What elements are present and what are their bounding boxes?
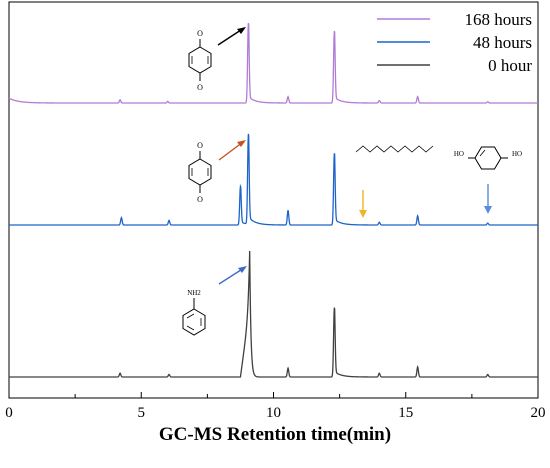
hydroquinone-oh-label: HO (454, 150, 464, 158)
quinone-o-label: O (197, 141, 203, 150)
series-line-1 (9, 133, 538, 226)
annotation-arrowhead-168h (237, 27, 246, 34)
annotation-arrow-0h-aniline (218, 267, 245, 285)
hydroquinone-structure: HO HO (454, 146, 522, 170)
annotation-arrow-48h-quinone (218, 141, 244, 161)
quinone-o-label: O (197, 195, 203, 204)
quinone-o-label: O (197, 83, 203, 92)
x-tick-label: 5 (138, 405, 146, 421)
x-tick-label: 20 (531, 405, 546, 421)
x-axis-tick-labels: 0 5 10 15 20 (5, 405, 545, 421)
annotation-arrowhead-48h-quinone (237, 140, 246, 147)
annotation-arrowhead-48h-alkane (359, 210, 367, 218)
series-line-2 (9, 250, 538, 378)
legend-label: 0 hour (488, 56, 532, 75)
benzoquinone-structure-168h: O O (188, 29, 212, 92)
x-tick-label: 0 (5, 405, 13, 421)
benzoquinone-structure-48h: O O (188, 141, 212, 204)
alkane-chain-structure (355, 145, 434, 153)
x-tick-label: 15 (398, 405, 413, 421)
x-tick-label: 10 (266, 405, 281, 421)
hydroquinone-oh-label: HO (512, 150, 522, 158)
legend: 168 hours 48 hours 0 hour (377, 10, 532, 75)
aniline-nh2-label: NH2 (187, 289, 201, 297)
aniline-structure: NH2 (182, 289, 206, 336)
annotation-arrowhead-48h-hydroquinone (484, 206, 492, 214)
plot-frame (8, 1, 539, 399)
series-line-0 (8, 22, 538, 104)
legend-label: 168 hours (464, 10, 532, 29)
series-lines (8, 22, 538, 378)
annotation-arrowhead-0h-aniline (238, 266, 247, 273)
x-axis-ticks (8, 392, 539, 398)
legend-label: 48 hours (473, 33, 532, 52)
x-axis-title: GC-MS Retention time(min) (158, 424, 392, 445)
quinone-o-label: O (197, 29, 203, 38)
